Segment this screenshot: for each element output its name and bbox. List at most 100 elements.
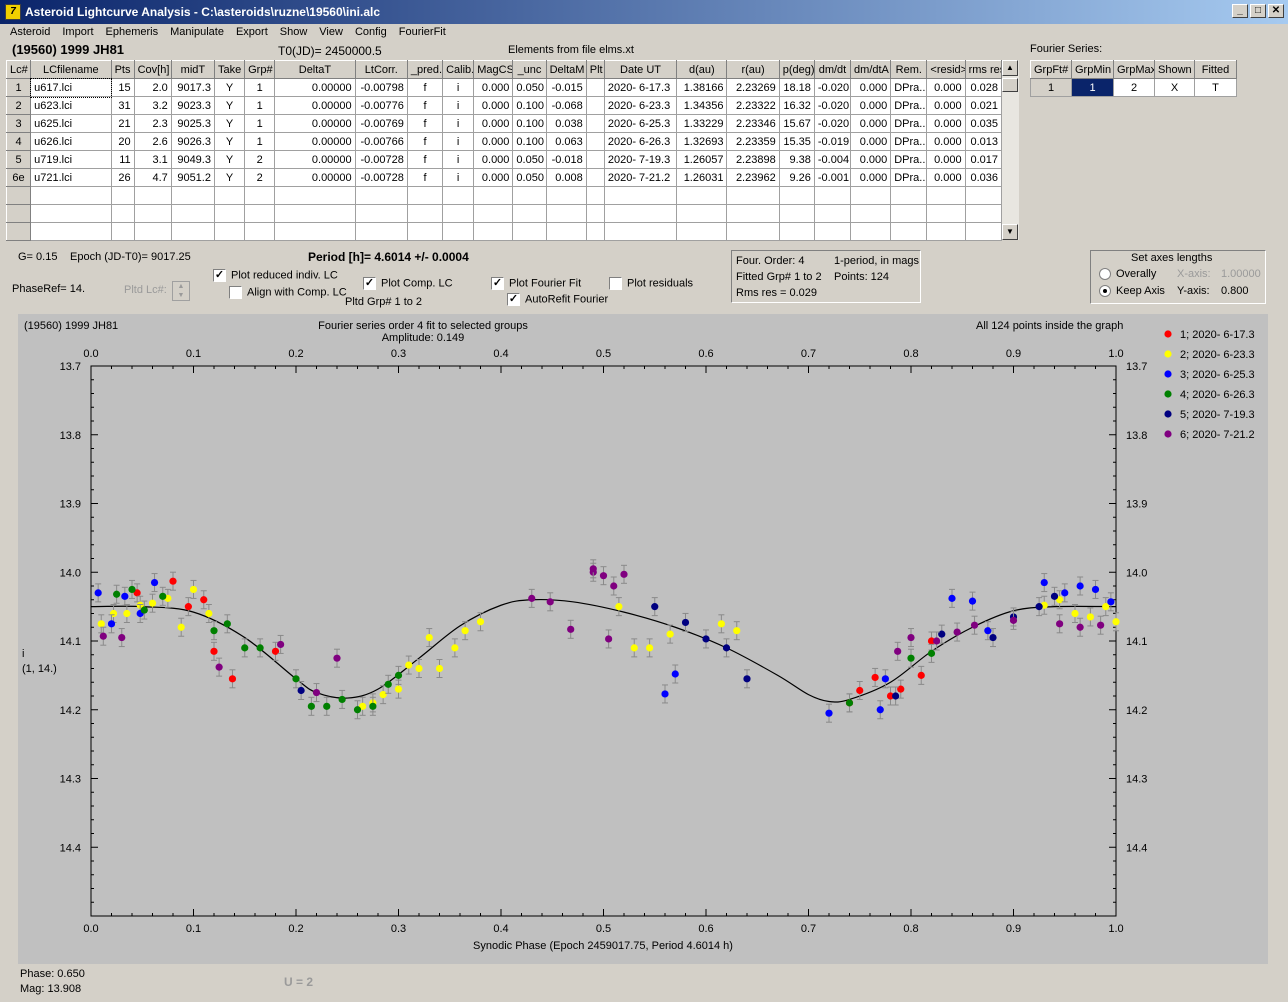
table-cell[interactable] xyxy=(512,222,547,241)
table-cell[interactable]: 16.32 xyxy=(778,96,815,115)
table-header-cell[interactable]: DeltaT xyxy=(274,60,356,79)
table-cell[interactable] xyxy=(926,186,966,205)
menu-ephemeris[interactable]: Ephemeris xyxy=(105,26,159,38)
table-cell[interactable]: f xyxy=(406,96,444,115)
pltd-lc-spinner[interactable]: ▲ ▼ xyxy=(172,281,190,301)
overally-radio[interactable]: Overally xyxy=(1099,268,1156,281)
table-cell[interactable] xyxy=(676,204,728,223)
table-header-cell[interactable]: <resid> xyxy=(926,60,966,79)
table-cell[interactable] xyxy=(5,222,32,241)
table-cell[interactable]: 9026.3 xyxy=(170,132,215,151)
table-cell[interactable]: -0.020 xyxy=(813,78,852,97)
table-cell[interactable] xyxy=(964,222,1003,241)
table-cell[interactable]: 0.000 xyxy=(850,150,892,169)
table-cell[interactable]: 26 xyxy=(110,168,135,187)
table-cell[interactable]: 0.000 xyxy=(850,78,892,97)
table-cell[interactable] xyxy=(354,186,408,205)
table-cell[interactable]: 0.000 xyxy=(473,96,514,115)
table-cell[interactable]: 4.7 xyxy=(133,168,172,187)
table-scrollbar[interactable]: ▲ ▼ xyxy=(1002,60,1019,240)
table-cell[interactable]: 0.00000 xyxy=(274,168,356,187)
fourier-cell-fitted[interactable]: T xyxy=(1194,78,1237,97)
scroll-down-icon[interactable]: ▼ xyxy=(1002,224,1018,240)
table-cell[interactable]: DPra... xyxy=(890,96,928,115)
table-cell[interactable] xyxy=(473,186,514,205)
table-cell[interactable]: -0.00769 xyxy=(354,114,408,133)
table-cell[interactable]: 0.100 xyxy=(512,114,547,133)
table-cell[interactable] xyxy=(30,222,112,241)
align-comp-checkbox[interactable]: Align with Comp. LC xyxy=(229,286,347,299)
table-cell[interactable]: u626.lci xyxy=(30,132,112,151)
table-cell[interactable] xyxy=(850,204,892,223)
table-cell[interactable]: 9017.3 xyxy=(170,78,215,97)
table-cell[interactable]: 31 xyxy=(110,96,135,115)
table-cell[interactable]: 0.000 xyxy=(850,168,892,187)
table-cell[interactable]: 20 xyxy=(110,132,135,151)
table-cell[interactable]: 0.100 xyxy=(512,132,547,151)
table-header-cell[interactable]: midT xyxy=(170,60,215,79)
table-cell[interactable]: 0.000 xyxy=(473,132,514,151)
table-cell[interactable]: 0.00000 xyxy=(274,78,356,97)
table-cell[interactable] xyxy=(545,222,587,241)
table-cell[interactable] xyxy=(274,204,356,223)
table-cell[interactable]: 0.000 xyxy=(926,132,966,151)
table-header-cell[interactable]: rms res xyxy=(964,60,1003,79)
table-cell[interactable] xyxy=(110,186,135,205)
scroll-up-icon[interactable]: ▲ xyxy=(1002,60,1018,76)
table-cell[interactable]: 1.33229 xyxy=(676,114,728,133)
table-header-cell[interactable]: _pred. xyxy=(406,60,444,79)
table-cell[interactable]: f xyxy=(406,150,444,169)
table-cell[interactable]: -0.068 xyxy=(545,96,587,115)
table-cell[interactable]: 0.050 xyxy=(512,78,547,97)
table-cell[interactable] xyxy=(442,186,475,205)
menu-export[interactable]: Export xyxy=(235,26,268,38)
table-cell[interactable] xyxy=(406,204,444,223)
table-cell[interactable]: f xyxy=(406,114,444,133)
table-header-cell[interactable]: Grp# xyxy=(244,60,276,79)
table-cell[interactable] xyxy=(813,186,852,205)
table-cell[interactable]: 9.26 xyxy=(778,168,815,187)
table-cell[interactable]: 0.013 xyxy=(964,132,1003,151)
table-cell[interactable]: 9.38 xyxy=(778,150,815,169)
table-cell[interactable] xyxy=(926,204,966,223)
x-axis-value[interactable]: 1.00000 xyxy=(1221,268,1261,280)
table-cell[interactable]: 2 xyxy=(244,168,276,187)
table-cell[interactable] xyxy=(170,186,215,205)
table-cell[interactable] xyxy=(778,204,815,223)
table-cell[interactable] xyxy=(603,204,678,223)
table-cell[interactable] xyxy=(964,204,1003,223)
table-cell[interactable]: 1 xyxy=(244,132,276,151)
fourier-cell-grpft[interactable]: 1 xyxy=(1030,78,1072,97)
table-cell[interactable]: 2.23269 xyxy=(726,78,780,97)
table-cell[interactable]: 0.100 xyxy=(512,96,547,115)
plot-comp-checkbox[interactable]: ✓ Plot Comp. LC xyxy=(363,277,453,290)
table-cell[interactable]: f xyxy=(406,132,444,151)
table-cell[interactable] xyxy=(274,222,356,241)
menu-manipulate[interactable]: Manipulate xyxy=(170,26,224,38)
table-header-cell[interactable]: MagCS xyxy=(473,60,514,79)
menu-show[interactable]: Show xyxy=(279,26,308,38)
menu-asteroid[interactable]: Asteroid xyxy=(10,26,51,38)
table-cell[interactable] xyxy=(585,168,605,187)
table-cell[interactable]: 3.1 xyxy=(133,150,172,169)
table-cell[interactable] xyxy=(213,204,246,223)
table-cell[interactable]: i xyxy=(442,96,475,115)
table-cell[interactable]: u721.lci xyxy=(30,168,112,187)
table-cell[interactable]: f xyxy=(406,168,444,187)
table-cell[interactable]: DPra... xyxy=(890,168,928,187)
table-cell[interactable] xyxy=(170,222,215,241)
table-cell[interactable] xyxy=(585,222,605,241)
lightcurve-table[interactable]: Lc# LCfilename Pts Cov[h] midT Take Grp# DeltaT… xyxy=(5,60,1003,241)
table-cell[interactable] xyxy=(244,222,276,241)
table-cell[interactable] xyxy=(813,204,852,223)
plot-reduced-checkbox[interactable]: ✓ Plot reduced indiv. LC xyxy=(213,269,338,282)
table-cell[interactable]: 2.0 xyxy=(133,78,172,97)
table-cell[interactable]: 2.23359 xyxy=(726,132,780,151)
table-cell[interactable]: -0.019 xyxy=(813,132,852,151)
table-cell[interactable] xyxy=(110,222,135,241)
table-cell[interactable]: 0.008 xyxy=(545,168,587,187)
table-cell[interactable]: Y xyxy=(213,96,246,115)
table-cell[interactable]: -0.001 xyxy=(813,168,852,187)
table-cell[interactable]: Y xyxy=(213,78,246,97)
table-cell[interactable] xyxy=(585,204,605,223)
